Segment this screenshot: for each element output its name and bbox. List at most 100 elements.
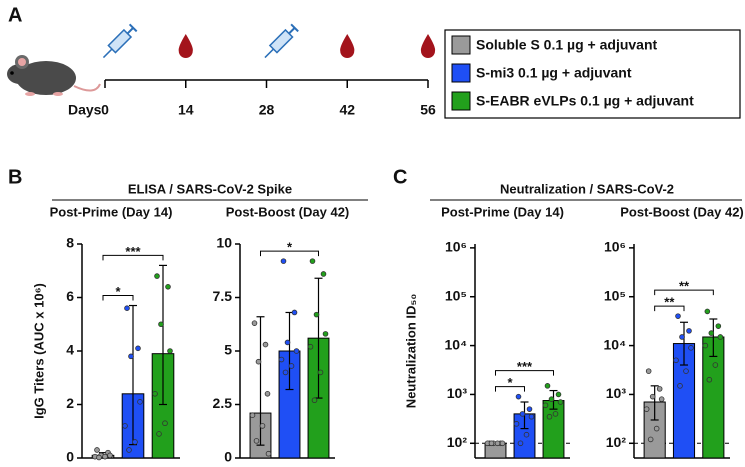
data-point	[259, 423, 266, 429]
data-point	[122, 423, 128, 429]
syringe-icon	[102, 23, 138, 59]
data-point	[688, 345, 694, 351]
data-point	[280, 258, 287, 264]
data-point	[557, 399, 564, 405]
significance-label: ***	[125, 244, 141, 259]
data-point	[309, 258, 316, 264]
significance-label: *	[507, 375, 513, 390]
data-point	[488, 440, 495, 447]
data-point	[683, 368, 689, 374]
panel-letter: B	[8, 166, 22, 188]
data-point	[715, 323, 722, 329]
significance-bracket	[654, 289, 714, 296]
data-point	[307, 343, 314, 350]
data-point	[494, 440, 501, 447]
data-point	[320, 271, 327, 277]
data-point	[278, 356, 285, 363]
data-point	[128, 353, 134, 360]
syringe-grip	[128, 23, 138, 33]
chart-title: Post-Prime (Day 14)	[50, 204, 173, 219]
syringe-icon	[264, 23, 299, 59]
data-point	[293, 348, 300, 354]
blood-drop	[178, 34, 193, 59]
data-point	[135, 345, 141, 352]
data-point	[94, 447, 100, 453]
y-tick-label: 10⁶	[445, 239, 467, 255]
data-point	[686, 328, 692, 334]
significance-bracket	[102, 295, 134, 301]
data-point	[517, 440, 524, 447]
data-point	[102, 453, 108, 460]
y-axis-label: IgG Titers (AUC x 10⁶)	[31, 283, 46, 419]
data-point	[523, 431, 530, 438]
data-point	[132, 439, 138, 445]
syringe-needle	[264, 48, 274, 59]
panel-letter: A	[8, 4, 22, 26]
data-point	[165, 283, 171, 290]
data-point	[712, 362, 719, 368]
significance-bracket	[260, 250, 319, 257]
data-point	[253, 438, 260, 444]
y-tick-label: 8	[66, 235, 74, 251]
data-point	[282, 369, 289, 376]
data-point	[702, 342, 709, 349]
chart-title: Post-Prime (Day 14)	[441, 204, 564, 219]
data-point	[291, 309, 298, 316]
data-point	[548, 396, 555, 402]
data-point	[264, 390, 271, 397]
y-tick-label: 10⁴	[604, 336, 627, 352]
data-point	[647, 436, 654, 443]
y-tick-label: 10	[216, 235, 232, 251]
data-point	[653, 425, 660, 432]
legend-label: Soluble S 0.1 µg + adjuvant	[476, 37, 658, 53]
y-tick-label: 5	[224, 342, 232, 358]
group-title: Neutralization / SARS-CoV-2	[500, 181, 674, 196]
day-label: 28	[259, 102, 275, 118]
data-point	[544, 383, 551, 389]
data-point	[154, 273, 160, 279]
data-point	[515, 393, 522, 400]
syringe-needle	[102, 48, 113, 59]
legend-box	[444, 29, 741, 119]
data-point	[542, 402, 549, 409]
y-tick-label: 10³	[606, 385, 627, 401]
syringe-grip	[290, 23, 299, 33]
legend-swatch	[451, 63, 471, 83]
y-tick-label: 2	[66, 395, 74, 411]
data-point	[311, 397, 318, 404]
data-point	[317, 369, 324, 376]
significance-bracket	[654, 305, 685, 312]
mouse-icon	[7, 55, 101, 96]
y-tick-label: 10³	[447, 385, 468, 401]
timeline-label: Days	[68, 102, 102, 118]
data-point	[124, 305, 130, 312]
legend-swatch	[451, 91, 471, 111]
legend-swatch	[451, 35, 471, 55]
data-point	[262, 341, 269, 348]
panel-letter: C	[393, 166, 407, 188]
significance-label: *	[287, 240, 293, 255]
significance-label: **	[664, 295, 675, 310]
significance-label: **	[679, 279, 690, 294]
data-point	[152, 390, 158, 397]
data-point	[645, 368, 652, 374]
data-point	[96, 454, 102, 461]
data-point	[107, 452, 113, 459]
y-tick-label: 10⁶	[604, 239, 626, 255]
y-tick-label: 4	[66, 342, 74, 358]
data-point	[162, 420, 168, 427]
y-tick-label: 10⁴	[445, 336, 468, 352]
data-point	[167, 348, 173, 354]
chart-title: Post-Boost (Day 42)	[226, 204, 350, 219]
data-point	[519, 411, 526, 417]
legend-label: S-mi3 0.1 µg + adjuvant	[476, 65, 632, 81]
data-point	[675, 313, 681, 319]
data-point	[643, 406, 650, 412]
data-point	[673, 357, 679, 364]
day-label: 0	[101, 102, 109, 118]
data-point	[552, 411, 559, 417]
blood-drop	[340, 34, 355, 59]
y-tick-label: 10⁵	[604, 287, 626, 303]
data-point	[156, 431, 162, 437]
